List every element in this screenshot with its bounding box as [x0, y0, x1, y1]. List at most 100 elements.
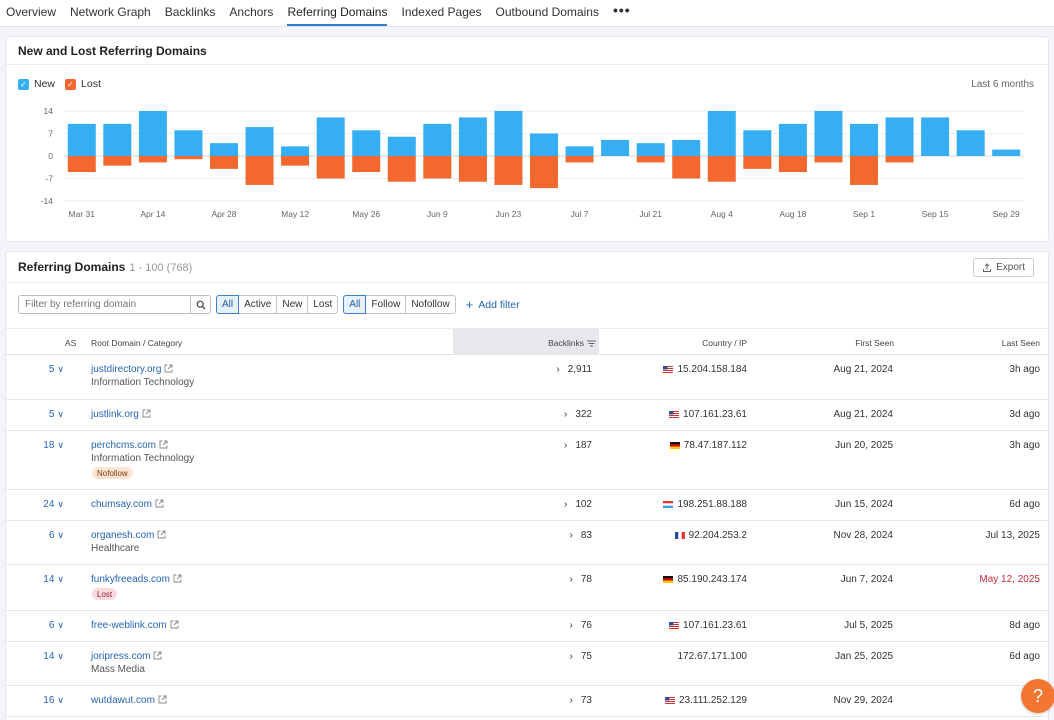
- root-domain-link[interactable]: chumsay.com: [91, 499, 164, 510]
- chevron-right-icon[interactable]: ›: [556, 364, 560, 375]
- chevron-down-icon[interactable]: ∨: [57, 620, 64, 630]
- authority-score[interactable]: 18 ∨: [16, 440, 64, 451]
- chevron-right-icon[interactable]: ›: [569, 651, 573, 662]
- domain-text[interactable]: justdirectory.org: [91, 364, 162, 375]
- col-last-seen[interactable]: Last Seen: [1001, 338, 1040, 348]
- external-link-icon[interactable]: [159, 440, 168, 449]
- last-seen-date: 3h ago: [1009, 364, 1040, 375]
- root-domain-link[interactable]: joripress.com: [91, 651, 162, 662]
- x-tick-label: Apr 14: [140, 209, 165, 219]
- chevron-right-icon[interactable]: ›: [569, 695, 573, 706]
- domain-text[interactable]: joripress.com: [91, 651, 151, 662]
- domain-text[interactable]: wutdawut.com: [91, 695, 155, 706]
- chevron-right-icon[interactable]: ›: [563, 409, 568, 420]
- col-as[interactable]: AS: [65, 338, 77, 348]
- col-country-ip[interactable]: Country / IP: [702, 338, 747, 348]
- tab-referring-domains[interactable]: Referring Domains: [287, 0, 388, 26]
- domain-text[interactable]: perchcms.com: [91, 440, 157, 451]
- external-link-icon[interactable]: [142, 409, 151, 418]
- authority-score[interactable]: 6 ∨: [16, 620, 64, 631]
- tab-network-graph[interactable]: Network Graph: [70, 5, 151, 19]
- backlinks-value: 83: [580, 530, 592, 541]
- authority-score[interactable]: 14 ∨: [16, 574, 64, 585]
- checkbox-checked-icon[interactable]: ✓: [65, 78, 77, 90]
- chevron-right-icon[interactable]: ›: [563, 499, 568, 510]
- external-link-icon[interactable]: [157, 530, 166, 539]
- chevron-down-icon[interactable]: ∨: [57, 364, 64, 374]
- external-link-icon[interactable]: [158, 695, 167, 704]
- authority-score[interactable]: 5 ∨: [16, 364, 64, 375]
- help-button[interactable]: ?: [1021, 679, 1054, 713]
- sorted-column-highlight: [453, 329, 599, 355]
- follow-filter-all[interactable]: All: [343, 295, 367, 314]
- root-domain-link[interactable]: organesh.com: [91, 530, 166, 541]
- authority-score[interactable]: 24 ∨: [16, 499, 64, 510]
- root-domain-link[interactable]: justdirectory.org: [91, 364, 173, 375]
- tab-anchors[interactable]: Anchors: [229, 5, 274, 19]
- backlinks-count[interactable]: › 102: [564, 499, 592, 510]
- domain-text[interactable]: funkyfreeads.com: [91, 574, 170, 585]
- filter-search-button[interactable]: [191, 295, 211, 314]
- chevron-down-icon[interactable]: ∨: [57, 574, 64, 584]
- tab-outbound-domains[interactable]: Outbound Domains: [495, 5, 599, 19]
- country-ip: 78.47.187.112: [669, 440, 747, 451]
- chevron-right-icon[interactable]: ›: [569, 574, 573, 585]
- external-link-icon[interactable]: [153, 651, 162, 660]
- tab-overview[interactable]: Overview: [6, 5, 57, 19]
- authority-score[interactable]: 16 ∨: [16, 695, 64, 706]
- chevron-down-icon[interactable]: ∨: [57, 440, 64, 450]
- backlinks-count[interactable]: › 76: [570, 620, 592, 631]
- follow-filter-nofollow[interactable]: Nofollow: [405, 295, 456, 314]
- backlinks-count[interactable]: › 73: [570, 695, 592, 706]
- chevron-right-icon[interactable]: ›: [563, 440, 568, 451]
- export-button[interactable]: Export: [973, 258, 1034, 277]
- chevron-down-icon[interactable]: ∨: [57, 409, 64, 419]
- authority-score[interactable]: 6 ∨: [16, 530, 64, 541]
- tab-backlinks[interactable]: Backlinks: [164, 5, 216, 19]
- chevron-down-icon[interactable]: ∨: [57, 530, 64, 540]
- root-domain-link[interactable]: justlink.org: [91, 409, 151, 420]
- chevron-right-icon[interactable]: ›: [569, 620, 573, 631]
- backlinks-count[interactable]: › 75: [570, 651, 592, 662]
- follow-filter-follow[interactable]: Follow: [365, 295, 407, 314]
- status-filter-active[interactable]: Active: [238, 295, 278, 314]
- root-domain-link[interactable]: wutdawut.com: [91, 695, 167, 706]
- backlinks-count[interactable]: › 322: [564, 409, 592, 420]
- backlinks-count[interactable]: › 187: [564, 440, 592, 451]
- tab-indexed-pages[interactable]: Indexed Pages: [401, 5, 482, 19]
- external-link-icon[interactable]: [170, 620, 179, 629]
- status-filter-all[interactable]: All: [216, 295, 240, 314]
- add-filter-button[interactable]: + Add filter: [466, 297, 520, 312]
- authority-score[interactable]: 5 ∨: [16, 409, 64, 420]
- col-root-domain[interactable]: Root Domain / Category: [91, 338, 183, 348]
- chevron-down-icon[interactable]: ∨: [57, 499, 64, 509]
- chevron-right-icon[interactable]: ›: [569, 530, 573, 541]
- authority-score[interactable]: 14 ∨: [16, 651, 64, 662]
- external-link-icon[interactable]: [164, 364, 173, 373]
- backlinks-count[interactable]: › 2,911: [556, 364, 592, 375]
- domain-text[interactable]: organesh.com: [91, 530, 155, 541]
- backlinks-count[interactable]: › 83: [570, 530, 592, 541]
- root-domain-link[interactable]: free-weblink.com: [91, 620, 179, 631]
- chevron-down-icon[interactable]: ∨: [57, 651, 64, 661]
- domain-text[interactable]: justlink.org: [91, 409, 139, 420]
- backlinks-count[interactable]: › 78: [570, 574, 592, 585]
- domain-text[interactable]: free-weblink.com: [91, 620, 167, 631]
- domain-text[interactable]: chumsay.com: [91, 499, 152, 510]
- status-filter-lost[interactable]: Lost: [307, 295, 339, 314]
- root-domain-link[interactable]: funkyfreeads.com: [91, 574, 182, 585]
- legend-new[interactable]: ✓ New: [18, 78, 55, 90]
- domain-filter-input[interactable]: [18, 295, 191, 314]
- more-tabs-icon[interactable]: •••: [612, 2, 631, 18]
- chevron-down-icon[interactable]: ∨: [57, 695, 64, 705]
- root-domain-link[interactable]: perchcms.com: [91, 440, 168, 451]
- checkbox-checked-icon[interactable]: ✓: [18, 78, 29, 90]
- first-seen-date: Jun 7, 2024: [840, 574, 893, 585]
- external-link-icon[interactable]: [155, 499, 164, 508]
- col-first-seen[interactable]: First Seen: [855, 338, 894, 348]
- legend-lost[interactable]: ✓ Lost: [65, 78, 101, 90]
- status-filter-new[interactable]: New: [276, 295, 309, 314]
- external-link-icon[interactable]: [173, 574, 182, 583]
- lost-bar: [103, 156, 132, 166]
- col-backlinks[interactable]: Backlinks: [548, 338, 596, 348]
